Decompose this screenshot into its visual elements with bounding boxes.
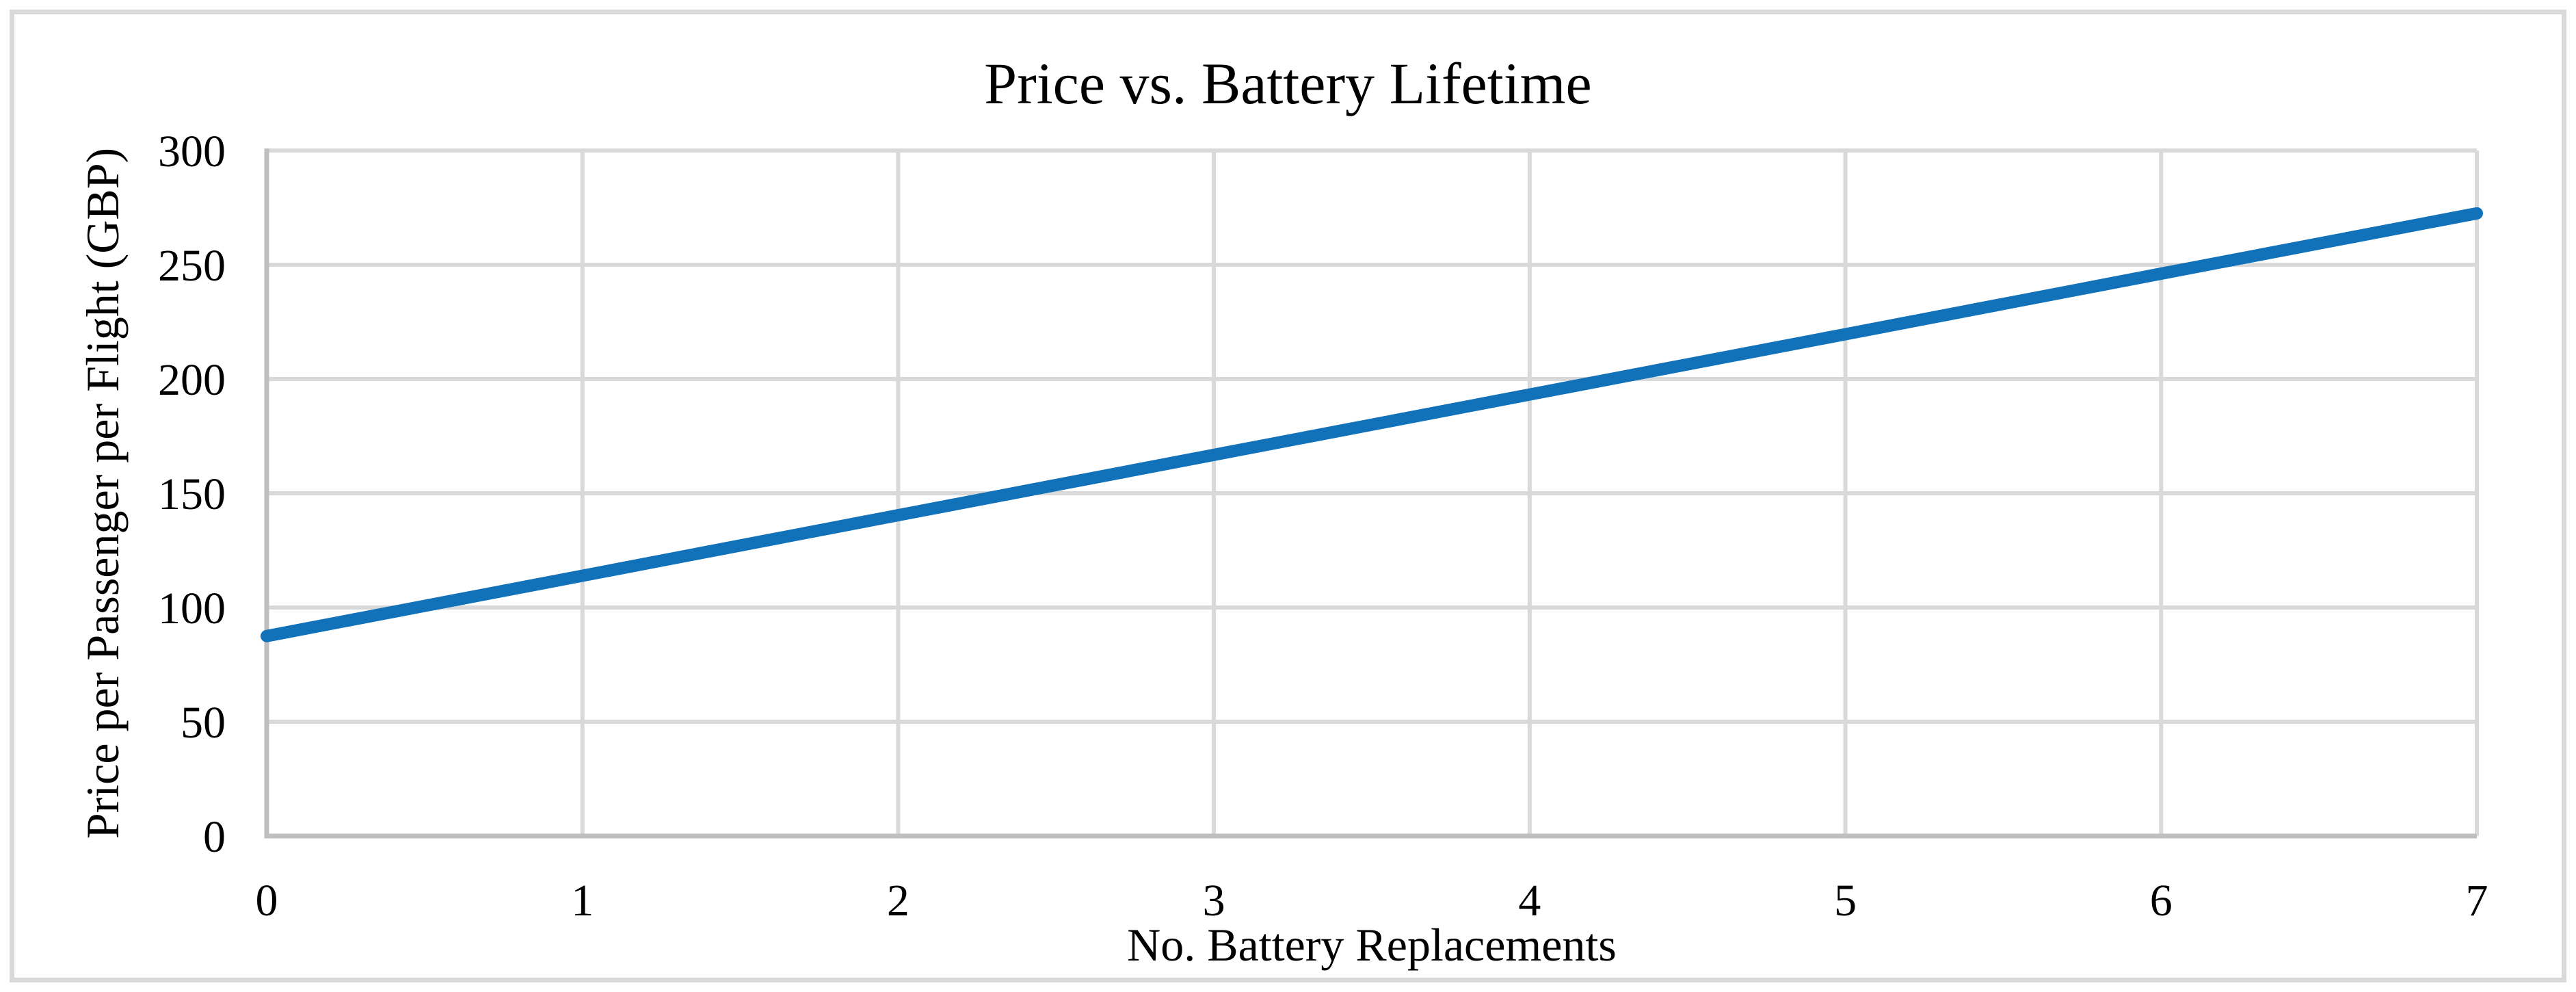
- y-tick-label: 250: [158, 241, 226, 291]
- x-tick-label: 3: [1203, 876, 1225, 926]
- x-tick-label: 0: [256, 876, 278, 926]
- series-line: [261, 207, 2483, 642]
- x-tick-label: 1: [571, 876, 594, 926]
- y-tick-label: 300: [158, 127, 226, 177]
- x-tick-label: 5: [1834, 876, 1857, 926]
- x-tick-label: 7: [2466, 876, 2488, 926]
- y-tick-label: 100: [158, 584, 226, 634]
- x-tick-label: 4: [1518, 876, 1541, 926]
- y-tick-label: 150: [158, 469, 226, 519]
- x-tick-label: 2: [887, 876, 909, 926]
- y-tick-label: 0: [203, 812, 226, 862]
- y-tick-label: 200: [158, 355, 226, 405]
- figure-border: [10, 10, 2566, 982]
- y-tick-label: 50: [181, 698, 226, 748]
- x-tick-label: 6: [2150, 876, 2173, 926]
- chart-title: Price vs. Battery Lifetime: [984, 51, 1592, 116]
- x-axis-title: No. Battery Replacements: [1127, 919, 1617, 971]
